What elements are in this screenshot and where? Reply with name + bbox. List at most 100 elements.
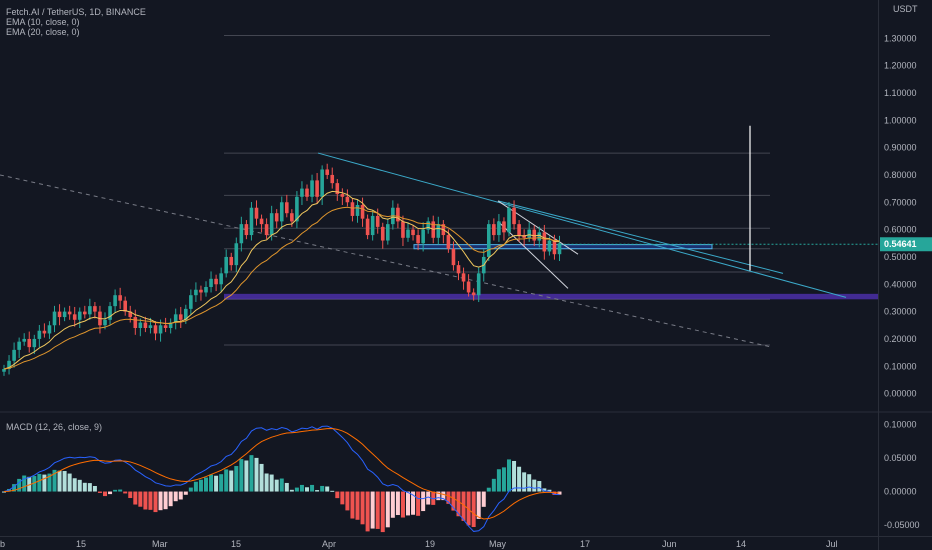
macd-bar [183,491,188,495]
macd-bar [57,470,62,492]
price-tick-label: 0.30000 [884,307,917,317]
price-tick-label: 1.20000 [884,61,917,71]
candle-body [113,295,117,307]
macd-bar [32,476,37,492]
macd-bar [456,491,461,517]
candle-body [411,229,415,236]
macd-bar [103,491,107,497]
candle-body [310,180,314,197]
macd-bar [229,470,234,492]
macd-bar [552,491,557,495]
price-tick-label: 0.60000 [884,225,917,235]
candle-body [153,325,158,334]
descending-trendline [317,152,847,298]
ema10-legend[interactable]: EMA (10, close, 0) [6,17,80,27]
candle-body [12,349,16,361]
macd-bar [118,489,123,492]
candle-body [37,330,42,339]
candle-body [370,215,375,236]
candle-body [305,188,309,197]
macd-bar [113,489,118,492]
candle-body [67,311,72,315]
dashed-trendline [0,174,773,348]
macd-bar [2,491,6,493]
candle-body [234,243,239,266]
macd-bar [471,491,476,528]
candle-body [532,229,537,241]
macd-bar [421,491,426,512]
price-tag [880,237,932,252]
macd-bar [365,491,370,532]
time-tick-label: 17 [580,539,590,549]
candle-body [476,273,481,296]
price-tick-label: 1.00000 [884,115,917,125]
candle-body [254,207,259,219]
candle-body [295,196,299,222]
macd-bar [360,491,365,525]
pennant-lower [497,221,569,289]
time-tick-label: Mar [152,539,168,549]
ema20-legend[interactable]: EMA (20, close, 0) [6,27,80,37]
candle-body [507,207,511,233]
candle-body [103,319,107,326]
macd-bar [532,479,537,492]
macd-bar [47,473,52,492]
candle-body [77,311,82,320]
macd-tick-label: 0.05000 [884,453,917,463]
price-tick-label: 1.10000 [884,88,917,98]
candle-body [57,311,62,318]
macd-bar [193,481,198,492]
macd-bar [97,491,102,493]
candle-body [330,174,335,184]
macd-bar [501,467,506,492]
macd-bar [52,469,57,492]
candle-body [512,207,516,225]
time-tick-label: 19 [425,539,435,549]
candle-body [2,369,6,372]
macd-bar [350,491,355,519]
candle-body [93,306,97,312]
candle-body [264,224,269,236]
macd-bar [512,460,517,492]
macd-bar [294,487,299,492]
macd-bar [138,491,143,507]
macd-bar [158,491,163,511]
macd-bar [416,491,421,516]
candle-body [224,256,228,274]
macd-bar [82,482,87,492]
macd-bar [234,466,239,492]
macd-bar [62,471,67,492]
macd-bar [542,488,547,492]
price-tag-label: 0.54641 [884,239,917,249]
candle-body [542,232,547,252]
symbol-legend[interactable]: Fetch.AI / TetherUS, 1D, BINANCE [6,7,146,17]
macd-legend[interactable]: MACD (12, 26, close, 9) [6,422,103,432]
candle-body [138,322,143,328]
macd-bar [264,473,269,492]
macd-bar [390,491,395,518]
candle-body [340,194,345,197]
macd-bar [315,490,320,492]
macd-bar [163,491,168,510]
time-tick-label: Jun [662,539,677,549]
macd-bar [67,473,72,492]
candle-body [184,308,188,320]
price-tick-label: 0.80000 [884,170,917,180]
candle-body [118,295,122,301]
candle-body [17,341,21,350]
candle-body [244,224,249,236]
candle-body [365,218,370,236]
candle-body [315,180,319,197]
macd-bar [486,487,491,492]
candle-body [320,169,324,197]
candle-body [461,273,466,282]
candle-body [487,224,491,257]
price-tick-label: 0.10000 [884,361,917,371]
candle-body [537,232,542,241]
price-tick-label: 0.70000 [884,197,917,207]
candles [2,163,562,376]
candle-body [7,360,11,369]
candle-body [52,311,57,326]
